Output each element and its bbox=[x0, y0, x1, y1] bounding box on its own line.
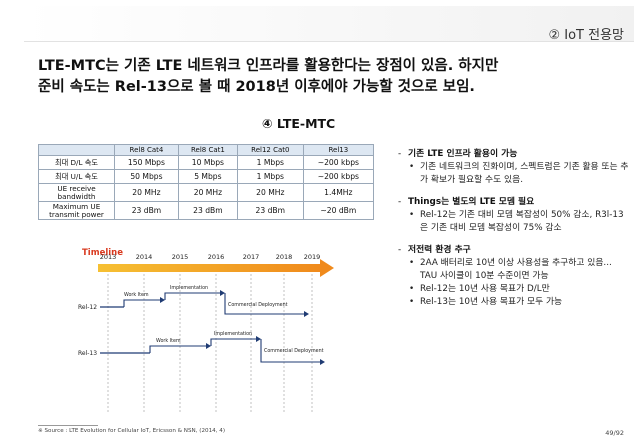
timeline-title: Timeline bbox=[82, 248, 123, 258]
bullet-heading: 저전력 환경 추구 bbox=[398, 244, 630, 257]
rel-12-deployment-label: Commercial Deployment bbox=[228, 302, 288, 308]
rel-13-deployment-label: Commercial Deployment bbox=[264, 348, 324, 354]
table-cell: 23 dBm bbox=[177, 201, 238, 220]
section-tag: ② IoT 전용망 bbox=[548, 28, 624, 43]
bullet-item: Rel-12는 기존 대비 모뎀 복잡성이 50% 감소, R3l-13은 기존… bbox=[398, 209, 630, 235]
headline: LTE-MTC는 기존 LTE 네트워크 인프라를 활용한다는 장점이 있음. … bbox=[38, 56, 618, 98]
rel-13-work-item-label: Work Item bbox=[156, 338, 181, 344]
row-label: 최대 U/L 속도 bbox=[38, 169, 115, 184]
arrowhead bbox=[160, 297, 165, 303]
bullet-heading: Things는 별도의 LTE 모뎀 필요 bbox=[398, 196, 630, 209]
year-label: 2013 bbox=[100, 253, 117, 261]
arrowhead bbox=[220, 290, 225, 296]
rel-12-implementation-arrow bbox=[164, 292, 220, 300]
arrowhead bbox=[256, 336, 261, 342]
year-gridlines bbox=[107, 274, 313, 414]
bullet-list: 기존 LTE 인프라 활용이 가능 기존 네트워크의 진화이며, 스펙트럼은 기… bbox=[398, 148, 630, 318]
column-header: Rel8 Cat4 bbox=[114, 144, 179, 156]
table-cell: 20 MHz bbox=[177, 183, 238, 202]
rel-13-implementation-arrow bbox=[210, 338, 256, 346]
footnote: ※ Source : LTE Evolution for Cellular Io… bbox=[38, 428, 225, 434]
bullet-group: Things는 별도의 LTE 모뎀 필요 Rel-12는 기존 대비 모뎀 복… bbox=[398, 196, 630, 235]
row-label: Maximum UE transmit power bbox=[38, 201, 115, 220]
rel-13-implementation-label: Implementation bbox=[214, 331, 252, 337]
table-cell: 1.4MHz bbox=[302, 183, 375, 202]
arrowhead bbox=[206, 343, 211, 349]
bullet-heading: 기존 LTE 인프라 활용이 가능 bbox=[398, 148, 630, 161]
year-label: 2017 bbox=[243, 253, 260, 261]
bullet-item: Rel-12는 10년 사용 목표가 D/L만 bbox=[398, 283, 630, 296]
table-cell: 20 MHz bbox=[114, 183, 179, 202]
table-row: 최대 U/L 속도 50 Mbps 5 Mbps 1 Mbps ~200 kbp… bbox=[38, 169, 375, 184]
table-cell: 23 dBm bbox=[236, 201, 304, 220]
track-label-rel-13: Rel-13 bbox=[78, 350, 97, 357]
headline-line-1: LTE-MTC는 기존 LTE 네트워크 인프라를 활용한다는 장점이 있음. … bbox=[38, 58, 499, 74]
panel-title: ④ LTE-MTC bbox=[262, 116, 336, 131]
rel-13-work-item-arrow bbox=[149, 345, 206, 353]
table-cell: 10 Mbps bbox=[177, 155, 238, 170]
rel-12-deployment-text: Commercial Deployment bbox=[228, 302, 288, 308]
table-row: Maximum UE transmit power 23 dBm 23 dBm … bbox=[38, 201, 375, 220]
rel-12-work-item-label: Work Item bbox=[124, 292, 149, 298]
year-label: 2014 bbox=[136, 253, 153, 261]
column-header: Rel12 Cat0 bbox=[236, 144, 304, 156]
row-label: UE receive bandwidth bbox=[38, 183, 115, 202]
row-label: 최대 D/L 속도 bbox=[38, 155, 115, 170]
table-header-row: Rel8 Cat4 Rel8 Cat1 Rel12 Cat0 Rel13 bbox=[38, 144, 375, 156]
rel-13-deployment-arrow bbox=[260, 339, 320, 363]
timeline-bar bbox=[98, 264, 320, 272]
table-row: UE receive bandwidth 20 MHz 20 MHz 20 MH… bbox=[38, 183, 375, 202]
year-label: 2019 bbox=[304, 253, 321, 261]
year-label: 2018 bbox=[276, 253, 293, 261]
spec-table: Rel8 Cat4 Rel8 Cat1 Rel12 Cat0 Rel13 최대 … bbox=[38, 144, 375, 220]
table-cell: 5 Mbps bbox=[177, 169, 238, 184]
table-cell: 20 MHz bbox=[236, 183, 304, 202]
footnote-rule bbox=[38, 425, 98, 426]
table-cell: ~200 kbps bbox=[302, 155, 375, 170]
arrowhead bbox=[304, 311, 309, 317]
track-label-rel-12: Rel-12 bbox=[78, 304, 97, 311]
table-corner bbox=[38, 144, 115, 156]
table-cell: 50 Mbps bbox=[114, 169, 179, 184]
bullet-item: Rel-13는 10년 사용 목표가 모두 가능 bbox=[398, 296, 630, 309]
table-cell: ~20 dBm bbox=[302, 201, 375, 220]
timeline-arrowhead bbox=[320, 259, 334, 277]
table-cell: ~200 kbps bbox=[302, 169, 375, 184]
rel-12-work-item-arrow bbox=[123, 299, 160, 307]
column-header: Rel8 Cat1 bbox=[177, 144, 238, 156]
year-label: 2015 bbox=[172, 253, 189, 261]
page-number: 49/92 bbox=[605, 429, 624, 437]
headline-line-2: 준비 속도는 Rel-13으로 볼 때 2018년 이후에야 가능할 것으로 보… bbox=[38, 79, 475, 95]
bullet-item: 기존 네트워크의 진화이며, 스펙트럼은 기존 활용 또는 추가 확보가 필요할… bbox=[398, 161, 630, 187]
table-cell: 150 Mbps bbox=[114, 155, 179, 170]
column-header: Rel13 bbox=[302, 144, 375, 156]
table-cell: 1 Mbps bbox=[236, 155, 304, 170]
table-cell: 23 dBm bbox=[114, 201, 179, 220]
bullet-group: 기존 LTE 인프라 활용이 가능 기존 네트워크의 진화이며, 스펙트럼은 기… bbox=[398, 148, 630, 187]
table-row: 최대 D/L 속도 150 Mbps 10 Mbps 1 Mbps ~200 k… bbox=[38, 155, 375, 170]
rel-12-deployment-arrow bbox=[224, 293, 304, 315]
year-label: 2016 bbox=[208, 253, 225, 261]
bullet-item: 2AA 배터리로 10년 이상 사용성을 추구하고 있음... TAU 사이클이… bbox=[398, 257, 630, 283]
table-cell: 1 Mbps bbox=[236, 169, 304, 184]
rel-12-implementation-label: Implementation bbox=[170, 285, 208, 291]
bullet-group: 저전력 환경 추구 2AA 배터리로 10년 이상 사용성을 추구하고 있음..… bbox=[398, 244, 630, 309]
arrowhead bbox=[320, 359, 325, 365]
release-timeline: Timeline 2013 2014 2015 2016 2017 2018 2… bbox=[78, 248, 334, 414]
rel-13-deployment-text: Commercial Deployment bbox=[264, 348, 324, 354]
header-bar bbox=[24, 6, 634, 42]
